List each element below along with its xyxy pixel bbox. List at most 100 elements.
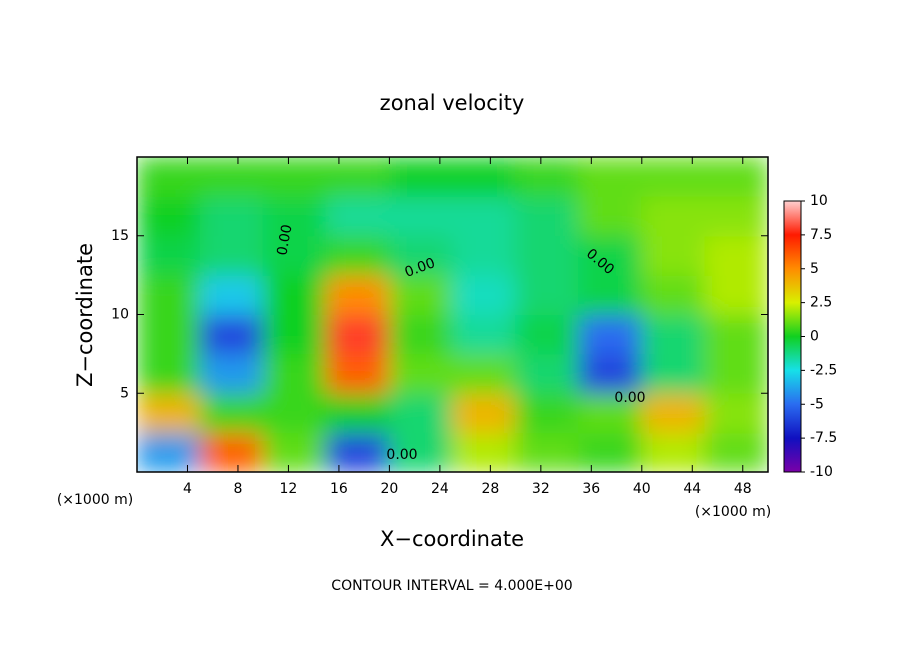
field-cell — [137, 432, 201, 472]
field-cell — [137, 314, 201, 355]
field-cell — [199, 235, 264, 276]
field-cell — [704, 353, 768, 394]
colorbar-tick-label: 10 — [810, 193, 828, 209]
field-cell — [325, 432, 390, 472]
field-cell — [578, 353, 643, 394]
x-tick-label: 8 — [233, 481, 242, 497]
field-cell — [388, 353, 453, 394]
field-cell — [325, 392, 390, 434]
field-cell — [262, 353, 327, 394]
colorbar-tick-label: 5 — [810, 261, 819, 277]
field-cell — [388, 195, 453, 237]
field-cell — [262, 432, 327, 472]
field-cell — [388, 432, 453, 472]
field-cell — [325, 274, 390, 315]
x-tick-label: 40 — [633, 481, 651, 497]
field-cell — [515, 235, 580, 276]
field-cell — [262, 274, 327, 315]
field-cell — [641, 353, 706, 394]
field-cell — [515, 392, 580, 434]
colorbar-tick-label: 2.5 — [810, 295, 832, 311]
field-cell — [641, 235, 706, 276]
field-cell — [515, 195, 580, 237]
x-tick-label: 24 — [431, 481, 449, 497]
field-cell — [452, 274, 517, 315]
x-unit-label: (×1000 m) — [695, 504, 771, 520]
field-cell — [578, 392, 643, 434]
y-tick-label: 10 — [111, 307, 129, 323]
field-cell — [388, 274, 453, 315]
field-cell — [199, 274, 264, 315]
field-cell — [704, 392, 768, 434]
field-cell — [262, 195, 327, 237]
field-cell — [578, 235, 643, 276]
field-cell — [515, 157, 580, 197]
field-cell — [452, 432, 517, 472]
contour-label: 0.00 — [274, 223, 295, 256]
field-cell — [262, 157, 327, 197]
field-cell — [199, 314, 264, 355]
y-tick-label: 5 — [120, 385, 129, 401]
contour-label: 0.00 — [386, 447, 417, 463]
field-cell — [199, 195, 264, 237]
x-axis-label: X−coordinate — [380, 527, 524, 551]
field-cell — [641, 314, 706, 355]
field-cell — [452, 353, 517, 394]
field-cell — [262, 392, 327, 434]
field-cell — [388, 235, 453, 276]
field-cell — [641, 157, 706, 197]
x-tick-label: 32 — [532, 481, 550, 497]
field-cell — [388, 157, 453, 197]
field-cell — [704, 195, 768, 237]
field-cell — [515, 432, 580, 472]
colorbar-tick-label: -5 — [810, 396, 824, 412]
chart-title: zonal velocity — [380, 91, 525, 115]
x-tick-label: 28 — [481, 481, 499, 497]
field-cell — [641, 195, 706, 237]
colorbar-tick-label: -10 — [810, 464, 833, 480]
field-cell — [325, 235, 390, 276]
field-cell — [704, 432, 768, 472]
field-cell — [262, 235, 327, 276]
field-cell — [641, 392, 706, 434]
field-cell — [388, 392, 453, 434]
field-cell — [641, 432, 706, 472]
y-axis-label: Z−coordinate — [73, 243, 97, 387]
field-cell — [515, 353, 580, 394]
field-cell — [452, 314, 517, 355]
field-cell — [199, 157, 264, 197]
field-cell — [452, 392, 517, 434]
field-cell — [388, 314, 453, 355]
field-cell — [325, 314, 390, 355]
field-cell — [704, 274, 768, 315]
colorbar-tick-label: 0 — [810, 329, 819, 345]
x-tick-label: 36 — [582, 481, 600, 497]
field-cell — [325, 195, 390, 237]
colorbar-tick-label: 7.5 — [810, 227, 832, 243]
field — [137, 157, 768, 472]
field-cell — [515, 274, 580, 315]
field-cell — [199, 353, 264, 394]
field-cell — [641, 274, 706, 315]
colorbar-tick-label: -7.5 — [810, 430, 837, 446]
field-cell — [137, 157, 201, 197]
x-tick-label: 44 — [683, 481, 701, 497]
field-cell — [452, 235, 517, 276]
field-cell — [578, 432, 643, 472]
contour-label: 0.00 — [614, 390, 645, 406]
x-tick-label: 12 — [280, 481, 298, 497]
field-cell — [137, 274, 201, 315]
field-cell — [137, 235, 201, 276]
field-cell — [199, 392, 264, 434]
x-tick-label: 16 — [330, 481, 348, 497]
field-cell — [137, 195, 201, 237]
y-tick-label: 15 — [111, 228, 129, 244]
field-cell — [578, 314, 643, 355]
field-cell — [578, 195, 643, 237]
field-cell — [199, 432, 264, 472]
colorbar-tick-label: -2.5 — [810, 362, 837, 378]
field-cell — [704, 314, 768, 355]
field-cell — [704, 235, 768, 276]
x-tick-label: 48 — [734, 481, 752, 497]
